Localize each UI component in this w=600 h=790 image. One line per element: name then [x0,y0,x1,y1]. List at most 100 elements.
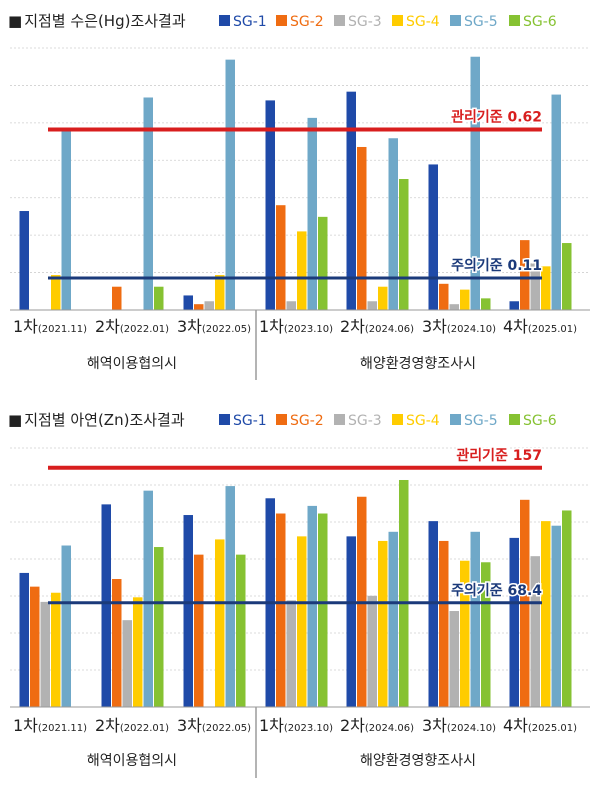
bar-sg-3 [122,620,132,707]
bar-sg-4 [460,560,470,707]
bar-sg-6 [236,554,246,707]
category-label: 1차(2021.11) [13,317,87,336]
bar-sg-4 [51,275,61,310]
category-date: (2021.11) [38,324,87,335]
bar-sg-1 [101,504,111,707]
legend-swatch [334,414,345,425]
category-date: (2024.06) [365,723,414,734]
bar-sg-5 [470,56,480,310]
category-label: 4차(2025.01) [503,317,577,336]
group-label: 해양환경영향조사시 [360,356,476,372]
bar-sg-4 [215,275,225,310]
bar-sg-2 [194,304,204,310]
bar-sg-3 [530,556,540,707]
category-round: 1차 [13,317,38,336]
bar-sg-3 [530,263,540,310]
bar-sg-2 [30,586,40,707]
category-label: 2차(2022.01) [95,716,169,735]
bar-sg-6 [562,243,572,310]
bar-sg-6 [481,562,491,707]
bar-sg-1 [183,515,193,707]
category-round: 3차 [422,317,447,336]
legend-label: SG-4 [406,14,440,30]
bar-sg-1 [265,100,275,311]
legend-label: SG-1 [233,14,267,30]
bar-sg-1 [509,301,519,310]
legend-swatch [219,414,230,425]
bar-sg-2 [357,146,367,310]
category-label: 1차(2021.11) [13,716,87,735]
category-date: (2023.10) [284,723,333,734]
chart-2: ■ 지점별 아연(Zn)조사결과 SG-1 SG-2 SG-3 SG-4 SG-5 SG-6 관… [8,411,590,778]
category-date: (2025.01) [528,324,577,335]
legend-label: SG-6 [523,413,557,429]
bar-sg-5 [470,531,480,707]
legend-label: SG-6 [523,14,557,30]
category-date: (2024.10) [447,324,496,335]
bar-sg-2 [194,554,204,707]
chart-title: ■ 지점별 아연(Zn)조사결과 [8,411,185,429]
bar-sg-1 [183,295,193,310]
bar-sg-6 [481,298,491,310]
bar-sg-2 [439,540,449,707]
reference-label: 주의기준 68.4 [451,582,542,599]
legend-label: SG-3 [348,14,382,30]
reference-label: 관리기준 157 [456,447,542,464]
chart-1: ■ 지점별 수은(Hg)조사결과 SG-1 SG-2 SG-3 SG-4 SG-5 SG-6 관… [8,12,590,380]
category-label: 3차(2024.10) [422,716,496,735]
category-label: 2차(2024.06) [340,716,414,735]
bar-sg-3 [367,595,377,707]
bar-sg-4 [541,266,551,310]
bar-sg-1 [19,211,29,310]
title-marker: ■ [8,12,22,30]
bar-sg-4 [460,289,470,310]
bar-sg-4 [297,536,307,707]
bar-sg-4 [133,597,143,707]
legend-swatch [392,15,403,26]
legend-swatch [219,15,230,26]
bar-sg-5 [225,59,235,311]
bar-sg-1 [428,164,438,310]
legend-swatch [392,414,403,425]
category-round: 4차 [503,716,528,735]
category-label: 4차(2025.01) [503,716,577,735]
legend-swatch [509,414,520,425]
bar-sg-4 [297,231,307,310]
bar-sg-5 [225,486,235,707]
legend-swatch [334,15,345,26]
bar-sg-6 [318,216,328,310]
category-date: (2024.10) [447,723,496,734]
bar-sg-1 [19,572,29,707]
bar-sg-1 [346,91,356,311]
bar-sg-5 [61,545,71,707]
category-round: 4차 [503,317,528,336]
reference-label: 관리기준 0.62 [451,109,542,126]
bar-sg-3 [204,301,214,310]
bar-sg-1 [346,536,356,707]
group-label: 해양환경영향조사시 [360,753,476,769]
bar-sg-5 [307,117,317,310]
category-date: (2022.01) [120,324,169,335]
category-date: (2022.01) [120,723,169,734]
category-label: 3차(2024.10) [422,317,496,336]
bar-sg-3 [449,304,459,310]
category-label: 3차(2022.05) [177,317,251,336]
category-date: (2024.06) [365,324,414,335]
category-label: 2차(2022.01) [95,317,169,336]
legend-swatch [509,15,520,26]
title-text: 지점별 아연(Zn)조사결과 [24,411,185,429]
category-label: 2차(2024.06) [340,317,414,336]
bar-sg-3 [286,600,296,707]
legend-label: SG-4 [406,413,440,429]
category-date: (2022.05) [202,723,251,734]
bar-sg-4 [51,592,61,707]
bar-sg-4 [541,521,551,707]
category-round: 2차 [95,317,120,336]
group-label: 해역이용협의시 [87,356,177,372]
bar-sg-2 [439,283,449,310]
category-label: 3차(2022.05) [177,716,251,735]
bar-sg-5 [307,505,317,707]
category-round: 1차 [13,716,38,735]
bar-sg-3 [367,301,377,310]
